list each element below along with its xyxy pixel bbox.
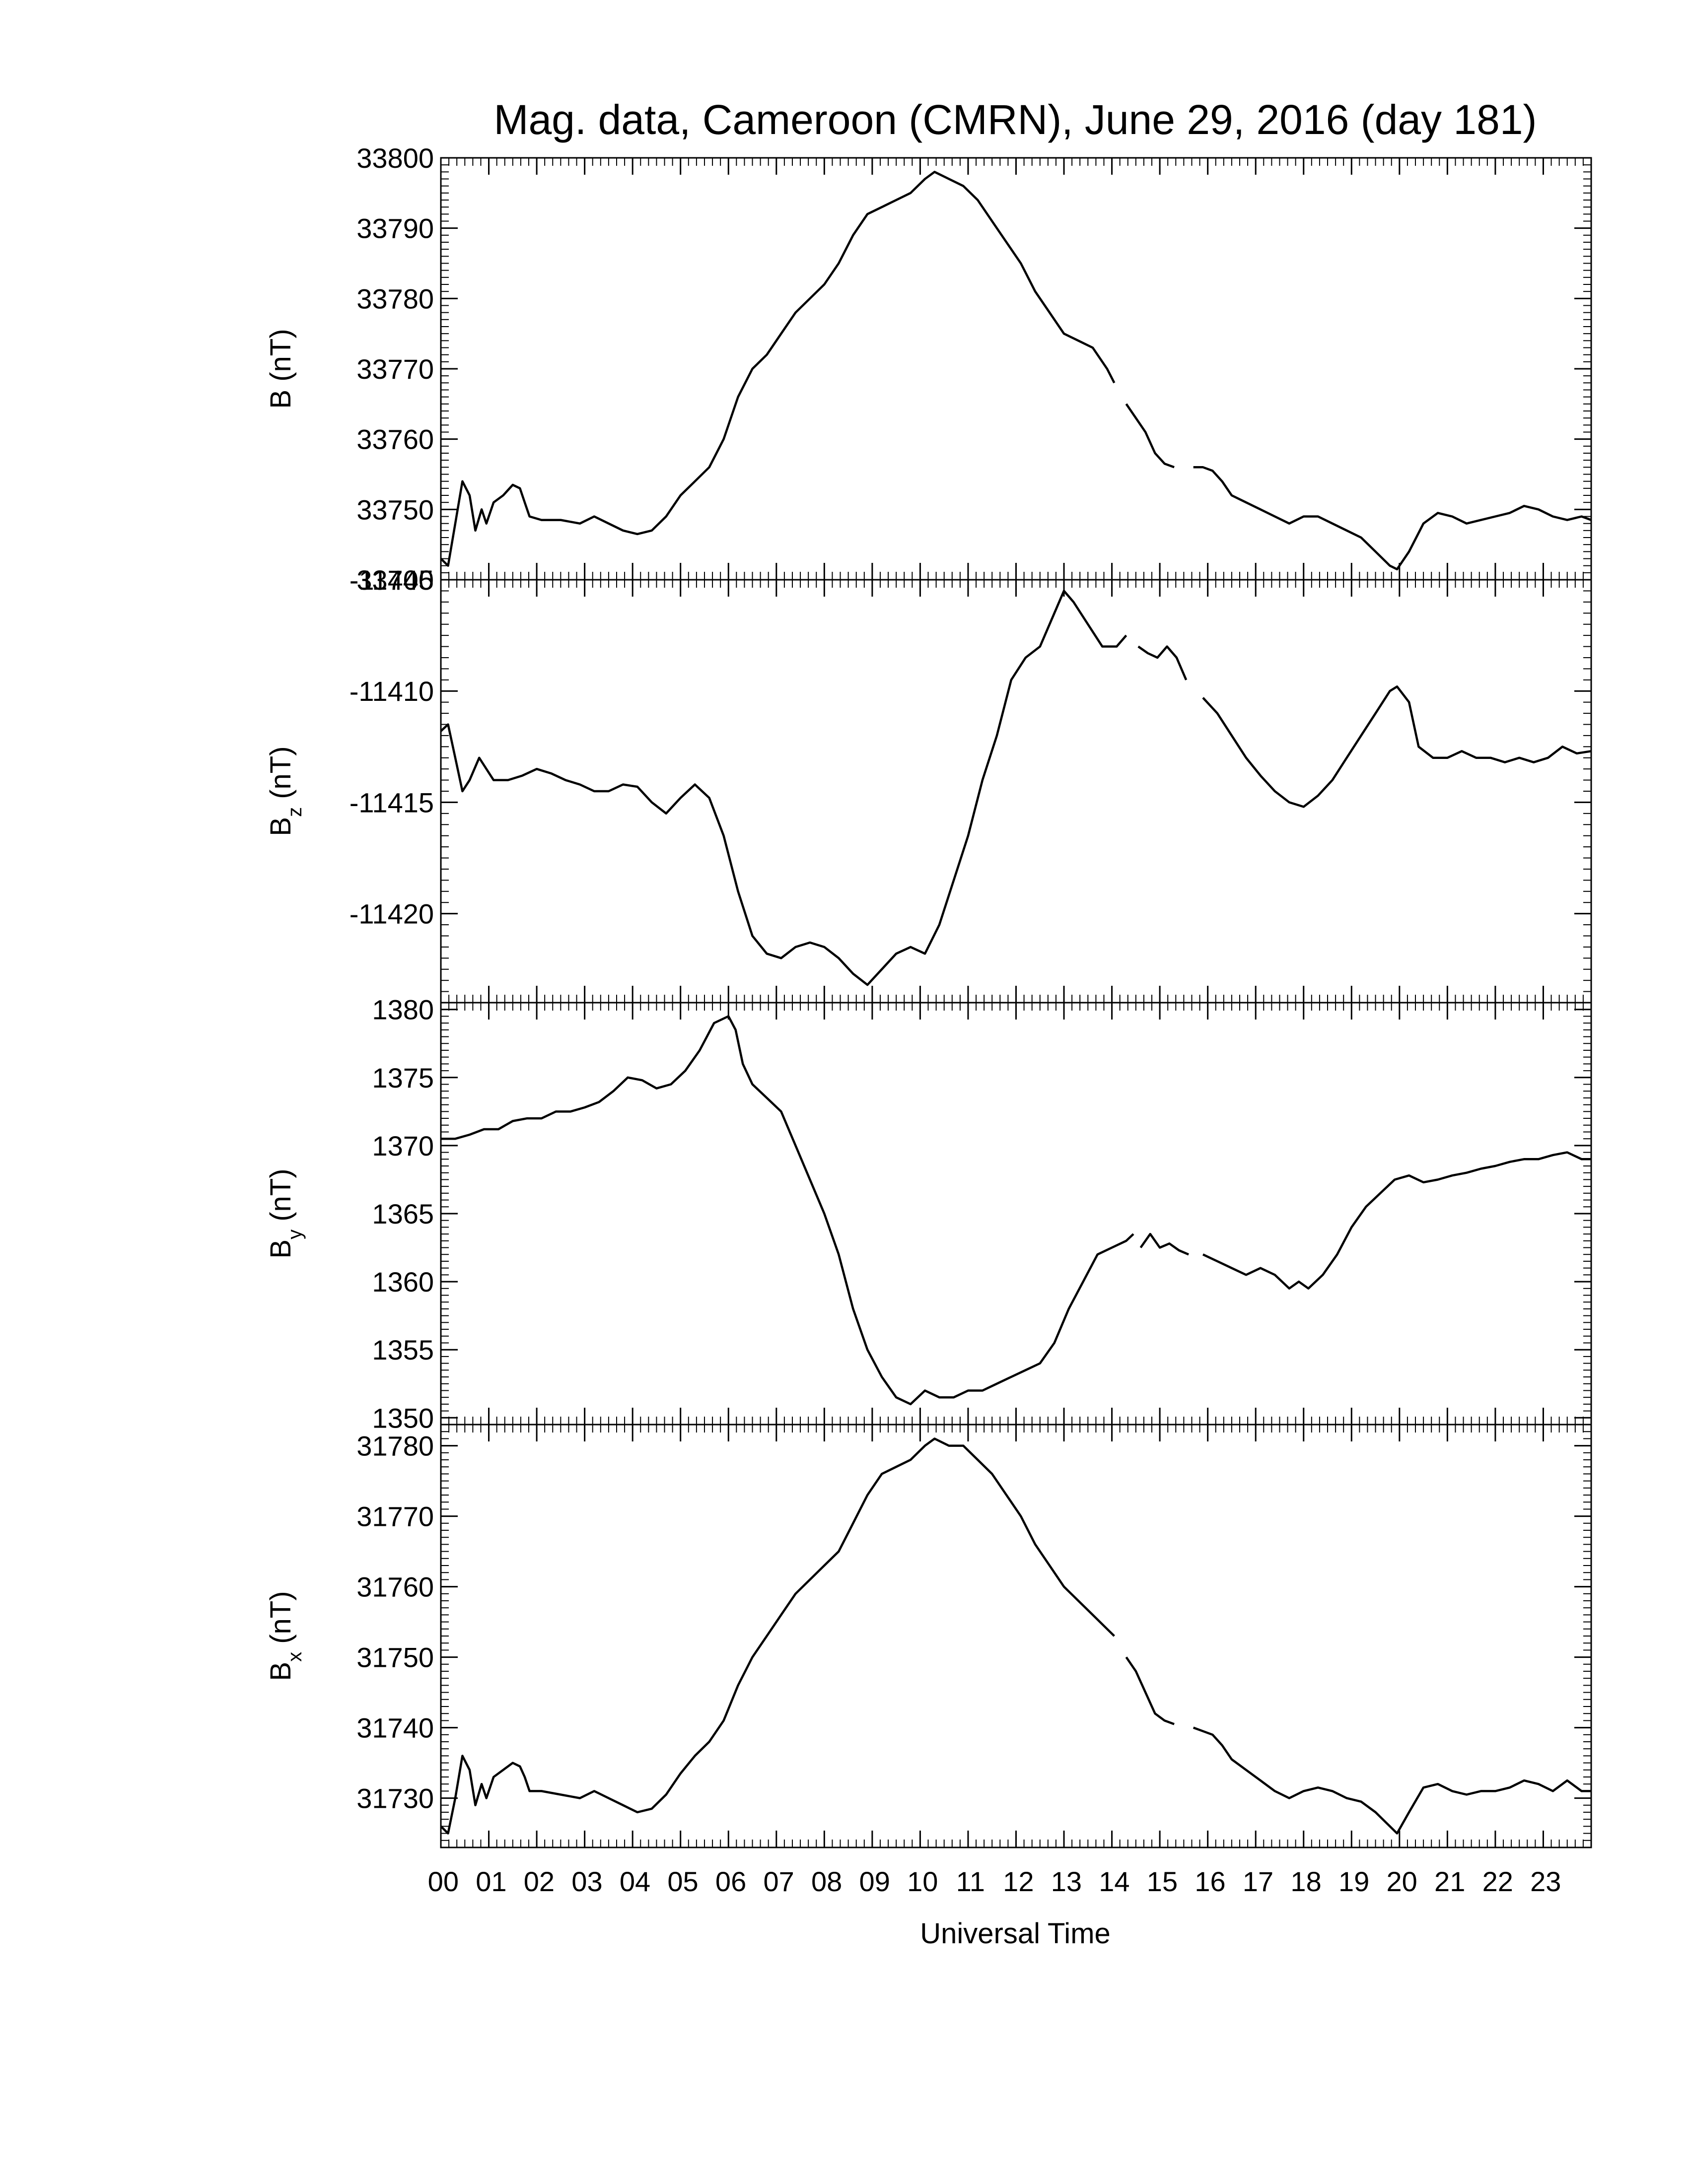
y-axis-label-unit: (nT): [265, 746, 297, 807]
y-axis-label-subscript: y: [284, 1229, 306, 1239]
x-tick-label: 08: [811, 1866, 842, 1897]
y-tick-label: 31750: [356, 1642, 434, 1673]
x-tick-label: 22: [1482, 1866, 1513, 1897]
y-tick-label: 33800: [356, 142, 434, 174]
y-axis-label-main: B: [265, 1239, 297, 1259]
y-tick-label: 31770: [356, 1501, 434, 1532]
x-tick-label: 12: [1003, 1866, 1034, 1897]
x-tick-label: 18: [1290, 1866, 1321, 1897]
panel-Bx: 31730 31740 31750 31760 31770 31780 Bx (nT): [265, 1424, 1592, 1848]
x-tick-label: 17: [1243, 1866, 1273, 1897]
panel-frame-By: [440, 1002, 1592, 1426]
y-tick-label: 33740: [356, 564, 434, 596]
y-tick-label: 33760: [356, 424, 434, 455]
y-tick-label: 1370: [372, 1130, 434, 1161]
y-axis-label-B: B (nT): [265, 329, 297, 409]
panel-frame-Bz: [440, 579, 1592, 1004]
y-axis-label-unit: (nT): [265, 329, 297, 389]
y-tick-label: -11410: [350, 676, 434, 707]
y-axis-label-unit: (nT): [265, 1591, 297, 1651]
y-tick-label: 1365: [372, 1198, 434, 1229]
y-tick-label: 1350: [372, 1402, 434, 1433]
panel-frame-B: [440, 157, 1592, 581]
y-tick-label: 33770: [356, 353, 434, 385]
y-tick-label: -11420: [350, 898, 434, 930]
y-axis-label-Bx: Bx (nT): [265, 1591, 306, 1681]
x-tick-label: 13: [1051, 1866, 1082, 1897]
y-tick-label: 1375: [372, 1062, 434, 1093]
panel-Bz: -11420 -11415 -11410 -11405 Bz (nT): [265, 564, 1592, 1004]
x-tick-labels: 00 01 02 03 04 05 06 07 08 09 10 11 12 13 14 15 16 17 18 19…: [428, 1866, 1561, 1897]
chart-title: Mag. data, Cameroon (CMRN), June 29, 201…: [493, 96, 1537, 143]
x-tick-label: 20: [1387, 1866, 1417, 1897]
x-tick-label: 19: [1338, 1866, 1369, 1897]
series-line-Bx-2: [1193, 1726, 1591, 1835]
panel-By: 1350 1355 1360 1365 1370 1375 1380 By (nT): [265, 994, 1592, 1433]
y-tick-label: 31780: [356, 1431, 434, 1462]
x-tick-label: 15: [1147, 1866, 1178, 1897]
x-tick-label: 05: [667, 1866, 698, 1897]
y-tick-label: 33780: [356, 283, 434, 314]
x-tick-label: 01: [476, 1866, 506, 1897]
series-line-Bx-1: [1125, 1656, 1175, 1725]
y-axis-label-unit: (nT): [265, 1168, 297, 1229]
y-tick-label: -11415: [350, 787, 434, 818]
y-axis-label-subscript: x: [284, 1652, 306, 1662]
x-tick-label: 14: [1099, 1866, 1129, 1897]
x-tick-label: 09: [859, 1866, 890, 1897]
x-tick-label: 16: [1195, 1866, 1225, 1897]
x-tick-label: 23: [1530, 1866, 1561, 1897]
series-line-B-1: [1125, 403, 1175, 469]
series-line-Bx-0: [440, 1437, 1115, 1835]
y-axis-label-By: By (nT): [265, 1168, 306, 1258]
y-tick-label: -11405: [350, 564, 434, 596]
y-tick-label: 1380: [372, 994, 434, 1025]
x-tick-label: 02: [524, 1866, 555, 1897]
x-tick-label: 07: [763, 1866, 794, 1897]
series-line-Bz-2: [1202, 685, 1592, 808]
y-tick-label: 31760: [356, 1571, 434, 1603]
series-line-Bz-0: [440, 590, 1127, 986]
series-line-By-0: [441, 1015, 1134, 1406]
y-axis-label-main: B: [265, 817, 297, 836]
panels-group: 33740 33750 33760 33770 33780 33790 33800 B (nT…: [265, 142, 1592, 1848]
panel-B: 33740 33750 33760 33770 33780 33790 33800 B (nT…: [265, 142, 1592, 596]
series-line-By-2: [1202, 1151, 1591, 1290]
panel-frame-Bx: [440, 1424, 1592, 1848]
x-tick-label: 11: [956, 1866, 985, 1897]
x-tick-label: 00: [428, 1866, 459, 1897]
series-line-B-2: [1193, 466, 1592, 571]
x-tick-label: 03: [571, 1866, 602, 1897]
x-tick-label: 21: [1434, 1866, 1465, 1897]
x-tick-label: 10: [907, 1866, 938, 1897]
y-tick-label: 1360: [372, 1266, 434, 1297]
y-axis-label-Bz: Bz (nT): [265, 746, 306, 836]
series-line-Bz-1: [1137, 645, 1188, 681]
x-axis-label: Universal Time: [920, 1917, 1111, 1950]
series-line-B-0: [440, 171, 1116, 567]
series-line-By-1: [1139, 1232, 1189, 1256]
y-tick-label: 33750: [356, 494, 434, 525]
x-tick-label: 06: [715, 1866, 746, 1897]
y-tick-label: 1355: [372, 1334, 434, 1365]
y-tick-label: 31730: [356, 1783, 434, 1814]
y-tick-label: 31740: [356, 1712, 434, 1744]
x-tick-label: 04: [620, 1866, 650, 1897]
y-axis-label-main: B: [265, 390, 297, 409]
y-tick-label: 33790: [356, 213, 434, 244]
y-axis-label-subscript: z: [284, 807, 306, 817]
y-axis-label-main: B: [265, 1662, 297, 1681]
